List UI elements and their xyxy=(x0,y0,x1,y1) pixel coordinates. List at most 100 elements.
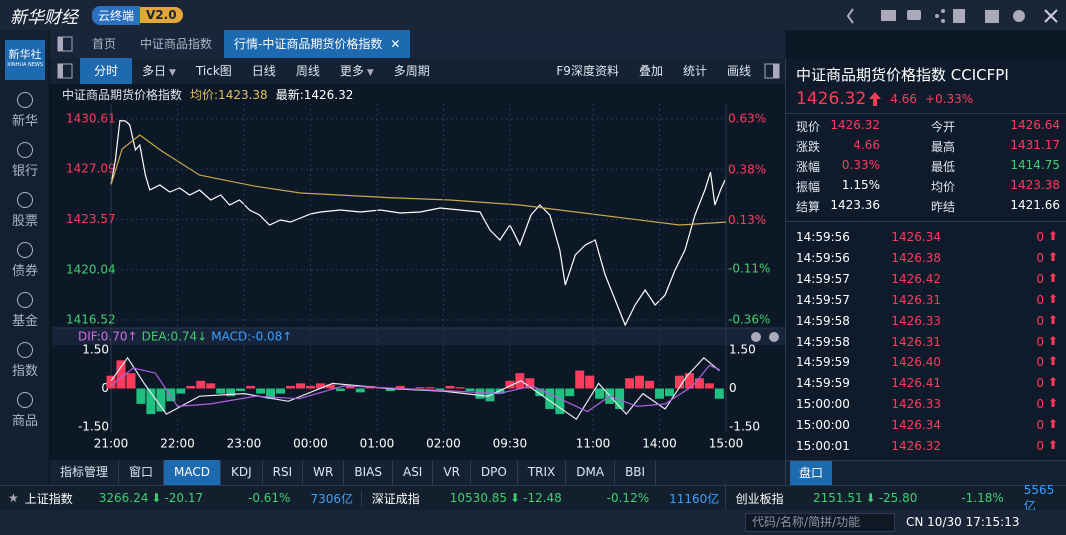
trade-time: 15:00:00 xyxy=(796,418,850,433)
indicator-tab[interactable]: KDJ xyxy=(221,460,263,485)
macd-bar xyxy=(674,375,684,389)
trade-time: 14:59:59 xyxy=(796,376,850,391)
macd-bar xyxy=(415,387,425,389)
sidebar-item[interactable]: 债券 xyxy=(11,264,38,279)
indicator-tab[interactable]: 窗口 xyxy=(119,460,165,485)
menu-icon[interactable] xyxy=(50,30,80,58)
quote-label: 结算 xyxy=(796,200,821,214)
ticker-item[interactable]: ★ 上证指数 3266.24 ⬇ -20.17 -0.61% 7306亿 xyxy=(0,490,361,507)
logo-sub: XINHUA NEWS xyxy=(6,62,44,68)
toolbar-button[interactable]: 多周期 xyxy=(384,58,440,84)
close-icon[interactable]: ✕ xyxy=(390,37,401,51)
tab[interactable]: 中证商品指数 xyxy=(128,30,224,58)
toolbar-label: 分时 xyxy=(94,64,119,78)
macd-bar xyxy=(625,378,635,389)
logo[interactable]: 新华社 XINHUA NEWS xyxy=(5,40,45,80)
up-arrow: ⬆ xyxy=(1047,375,1058,390)
x-tick-label: 22:00 xyxy=(160,437,195,451)
trade-time: 14:59:58 xyxy=(796,313,850,328)
ticker-pct: -1.18% xyxy=(961,491,1004,505)
ticker-price: 2151.51 xyxy=(813,491,863,505)
sidebar-item[interactable]: 股票 xyxy=(11,214,38,229)
trade-time: 15:00:00 xyxy=(796,397,850,412)
indicator-tab[interactable]: 指标管理 xyxy=(50,460,120,485)
divider xyxy=(786,113,1066,114)
macd-bar xyxy=(645,380,655,389)
y2-tick-label: 0.13% xyxy=(728,213,766,227)
indicator-tab[interactable]: MACD xyxy=(164,460,222,485)
toolbar-button[interactable]: 分时 xyxy=(80,58,133,84)
collapse-icon[interactable] xyxy=(761,58,785,84)
ticker-change: -25.80 xyxy=(878,491,918,505)
toolbar-button[interactable]: F9深度资料 xyxy=(556,64,619,78)
badge[interactable]: 云终端 xyxy=(92,5,141,25)
quote-value: 1421.66 xyxy=(1010,198,1060,212)
toolbar-button[interactable]: 画线 xyxy=(726,64,751,78)
toolbar-button[interactable]: 叠加 xyxy=(638,64,663,78)
sidebar-item[interactable]: 指数 xyxy=(11,364,38,379)
macd-bar xyxy=(156,388,166,412)
macd-bar xyxy=(315,383,325,389)
tab[interactable]: 首页 xyxy=(80,30,128,58)
panel-icon[interactable] xyxy=(50,58,80,84)
quote-label: 最低 xyxy=(931,160,956,174)
tab[interactable]: 行情-中证商品期货价格指数 ✕ xyxy=(224,30,411,58)
indicator-tab[interactable]: BIAS xyxy=(344,460,393,485)
macd-bar xyxy=(595,388,605,399)
close-icon xyxy=(751,332,761,342)
toolbar-label: Tick图 xyxy=(195,64,232,78)
up-arrow: ⬆ xyxy=(1047,333,1058,348)
macd-bar xyxy=(226,388,236,397)
quote-value: 1426.64 xyxy=(1010,118,1060,132)
indicator-tab[interactable]: DPO xyxy=(471,460,518,485)
indicator-tab[interactable]: ASI xyxy=(393,460,434,485)
indicator-tab[interactable]: WR xyxy=(303,460,345,485)
quote-label: 涨跌 xyxy=(796,140,821,154)
status-bar: 代码/名称/简拼/功能 CN 10/30 17:15:13 xyxy=(0,510,1066,535)
macd-bar xyxy=(565,388,575,397)
search-box[interactable]: 代码/名称/简拼/功能 xyxy=(745,513,895,532)
indicator-tab[interactable]: TRIX xyxy=(518,460,567,485)
up-arrow: ⬆ xyxy=(1047,291,1058,306)
ticker-item[interactable]: 深证成指 10530.85 ⬇ -12.48 -0.12% 11160亿 xyxy=(360,489,725,507)
panel-tab[interactable]: 盘口 xyxy=(790,461,832,485)
sidebar-item[interactable]: 商品 xyxy=(11,414,38,429)
macd-bar xyxy=(525,378,535,389)
toolbar-button[interactable]: Tick图 xyxy=(186,58,242,84)
toolbar-label: 日线 xyxy=(251,64,276,78)
trade-volume: 0 xyxy=(1036,271,1044,286)
indicator-tab[interactable]: DMA xyxy=(566,460,616,485)
ticker-item[interactable]: 创业板指 2151.51 ⬇ -25.80 -1.18% 5565亿 xyxy=(724,482,1066,514)
window-icons xyxy=(846,8,1058,24)
sidebar-item[interactable]: 新华 xyxy=(11,114,38,129)
top-bar: 新华财经 云终端 V2.0 xyxy=(0,0,1066,30)
indicator-tab[interactable]: BBI xyxy=(615,460,657,485)
sidebar-item[interactable]: 银行 xyxy=(11,164,38,179)
macd-bar xyxy=(435,388,445,392)
quote-label: 均价 xyxy=(931,180,956,194)
sidebar-item[interactable]: 基金 xyxy=(11,314,38,329)
up-arrow: ⬆ xyxy=(1047,312,1058,327)
indicator-tab[interactable]: VR xyxy=(433,460,471,485)
macd-bar xyxy=(385,388,395,392)
down-arrow: ⬇ xyxy=(151,491,162,505)
toolbar-button[interactable]: 更多 ▼ xyxy=(330,58,384,84)
toolbar-button[interactable]: 统计 xyxy=(682,64,707,78)
toolbar-button[interactable]: 多日 ▼ xyxy=(132,58,186,84)
macd-bar xyxy=(495,388,505,394)
quote-price: 1426.32 xyxy=(796,89,867,109)
y2-tick-label: 0.38% xyxy=(728,162,766,176)
toolbar-button[interactable]: 日线 xyxy=(242,58,286,84)
toolbar-label: 周线 xyxy=(295,64,320,78)
ticker-name: 深证成指 xyxy=(371,491,420,506)
macd-bar xyxy=(106,375,116,389)
y-tick-label: 1420.04 xyxy=(66,262,116,276)
macd-bar xyxy=(605,388,615,404)
up-arrow: ⬆ xyxy=(1047,270,1058,285)
macd-bar xyxy=(355,388,365,393)
ticker-name: 上证指数 xyxy=(24,491,73,506)
indicator-tab[interactable]: RSI xyxy=(263,460,304,485)
toolbar-button[interactable]: 周线 xyxy=(286,58,330,84)
trade-time: 14:59:57 xyxy=(796,271,850,286)
